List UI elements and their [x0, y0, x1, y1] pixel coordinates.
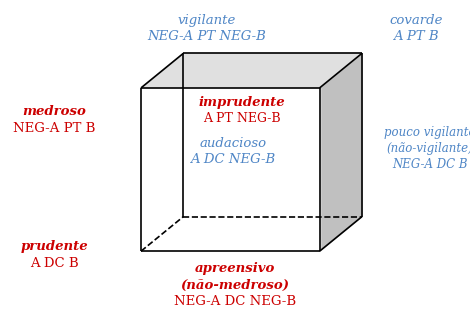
Text: A PT NEG-B: A PT NEG-B	[203, 112, 281, 125]
Text: NEG-A PT NEG-B: NEG-A PT NEG-B	[148, 30, 266, 43]
Text: imprudente: imprudente	[199, 96, 285, 109]
Text: NEG-A DC NEG-B: NEG-A DC NEG-B	[174, 295, 296, 308]
Text: NEG-A PT B: NEG-A PT B	[13, 122, 95, 134]
Text: covarde: covarde	[389, 14, 443, 27]
Polygon shape	[141, 88, 320, 251]
Text: prudente: prudente	[20, 240, 88, 253]
Text: vigilante: vigilante	[178, 14, 236, 27]
Polygon shape	[141, 53, 362, 88]
Text: NEG-A DC B: NEG-A DC B	[392, 158, 468, 171]
Text: A PT B: A PT B	[393, 30, 439, 43]
Text: audacioso: audacioso	[199, 137, 266, 149]
Text: A DC B: A DC B	[30, 257, 78, 269]
Text: apreensivo: apreensivo	[195, 262, 275, 275]
Text: pouco vigilante: pouco vigilante	[384, 126, 470, 138]
Polygon shape	[320, 53, 362, 251]
Text: medroso: medroso	[22, 105, 86, 118]
Text: A DC NEG-B: A DC NEG-B	[190, 153, 275, 166]
Text: (não-medroso): (não-medroso)	[180, 279, 290, 291]
Text: (não-vigilante): (não-vigilante)	[387, 142, 470, 155]
